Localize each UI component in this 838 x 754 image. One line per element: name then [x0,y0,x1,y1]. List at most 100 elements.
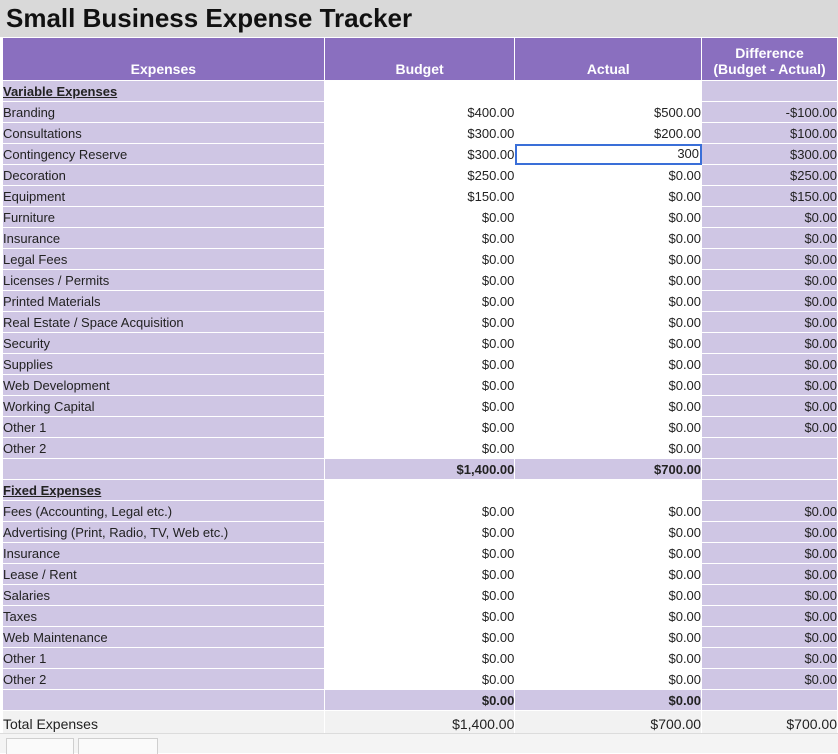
budget-cell[interactable]: $0.00 [323,332,516,354]
difference-cell[interactable]: $0.00 [701,647,838,669]
section-label[interactable]: Variable Expenses [2,80,325,102]
header-actual[interactable]: Actual [514,37,703,81]
difference-cell[interactable]: $0.00 [701,206,838,228]
difference-cell[interactable]: $300.00 [701,143,838,165]
cell[interactable] [2,458,325,480]
budget-cell[interactable]: $300.00 [323,122,516,144]
expense-label-cell[interactable]: Other 1 [2,647,325,669]
expense-label-cell[interactable]: Supplies [2,353,325,375]
actual-cell[interactable]: $0.00 [514,353,703,375]
budget-cell[interactable]: $0.00 [323,605,516,627]
budget-cell[interactable]: $300.00 [323,143,516,165]
budget-cell[interactable]: $0.00 [323,353,516,375]
expense-label-cell[interactable]: Security [2,332,325,354]
actual-cell[interactable]: $0.00 [514,626,703,648]
difference-cell[interactable] [701,437,838,459]
header-expenses[interactable]: Expenses [2,37,325,81]
expense-label-cell[interactable]: Advertising (Print, Radio, TV, Web etc.) [2,521,325,543]
expense-label-cell[interactable]: Branding [2,101,325,123]
expense-label-cell[interactable]: Salaries [2,584,325,606]
total-label-cell[interactable]: Total Expenses [2,710,325,737]
actual-cell[interactable]: $0.00 [514,605,703,627]
difference-cell[interactable]: $0.00 [701,626,838,648]
difference-cell[interactable]: $100.00 [701,122,838,144]
difference-cell[interactable]: $0.00 [701,605,838,627]
budget-cell[interactable]: $0.00 [323,374,516,396]
subtotal-budget-cell[interactable]: $1,400.00 [323,458,516,480]
actual-cell[interactable]: $0.00 [514,647,703,669]
budget-cell[interactable]: $0.00 [323,206,516,228]
budget-cell[interactable]: $0.00 [323,542,516,564]
subtotal-budget-cell[interactable]: $0.00 [323,689,516,711]
actual-cell-editing[interactable]: 300 [514,143,703,165]
cell[interactable] [323,479,516,501]
difference-cell[interactable]: $250.00 [701,164,838,186]
expense-label-cell[interactable]: Consultations [2,122,325,144]
difference-cell[interactable]: $0.00 [701,227,838,249]
header-difference[interactable]: Difference (Budget - Actual) [701,37,838,81]
difference-cell[interactable]: $0.00 [701,248,838,270]
header-budget[interactable]: Budget [323,37,516,81]
total-budget-cell[interactable]: $1,400.00 [323,710,516,737]
expense-label-cell[interactable]: Equipment [2,185,325,207]
actual-cell[interactable]: $0.00 [514,668,703,690]
cell[interactable] [701,689,838,711]
expense-label-cell[interactable]: Decoration [2,164,325,186]
total-difference-cell[interactable]: $700.00 [701,710,838,737]
difference-cell[interactable]: $0.00 [701,395,838,417]
expense-label-cell[interactable]: Web Development [2,374,325,396]
budget-cell[interactable]: $0.00 [323,584,516,606]
actual-cell[interactable]: $0.00 [514,416,703,438]
expense-label-cell[interactable]: Contingency Reserve [2,143,325,165]
cell[interactable] [514,80,703,102]
expense-label-cell[interactable]: Taxes [2,605,325,627]
actual-cell[interactable]: $0.00 [514,269,703,291]
difference-cell[interactable]: $0.00 [701,290,838,312]
actual-cell[interactable]: $0.00 [514,521,703,543]
actual-cell[interactable]: $200.00 [514,122,703,144]
difference-cell[interactable]: $0.00 [701,542,838,564]
budget-cell[interactable]: $0.00 [323,248,516,270]
expense-label-cell[interactable]: Fees (Accounting, Legal etc.) [2,500,325,522]
budget-cell[interactable]: $0.00 [323,416,516,438]
budget-cell[interactable]: $0.00 [323,269,516,291]
expense-label-cell[interactable]: Insurance [2,227,325,249]
expense-label-cell[interactable]: Insurance [2,542,325,564]
budget-cell[interactable]: $250.00 [323,164,516,186]
section-label[interactable]: Fixed Expenses [2,479,325,501]
sheet-tab[interactable] [78,738,158,754]
actual-cell[interactable]: $0.00 [514,206,703,228]
cell[interactable] [701,458,838,480]
difference-cell[interactable]: $0.00 [701,311,838,333]
difference-cell[interactable]: $0.00 [701,563,838,585]
difference-cell[interactable]: $0.00 [701,269,838,291]
budget-cell[interactable]: $0.00 [323,290,516,312]
actual-cell[interactable]: $0.00 [514,185,703,207]
difference-cell[interactable]: $150.00 [701,185,838,207]
expense-label-cell[interactable]: Web Maintenance [2,626,325,648]
difference-cell[interactable]: $0.00 [701,416,838,438]
expense-label-cell[interactable]: Lease / Rent [2,563,325,585]
actual-cell[interactable]: $0.00 [514,290,703,312]
actual-cell[interactable]: $0.00 [514,500,703,522]
sheet-tab[interactable] [6,738,74,754]
budget-cell[interactable]: $0.00 [323,668,516,690]
budget-cell[interactable]: $0.00 [323,500,516,522]
actual-cell[interactable]: $0.00 [514,437,703,459]
expense-label-cell[interactable]: Other 2 [2,437,325,459]
actual-cell-input[interactable]: 300 [677,146,700,162]
difference-cell[interactable]: $0.00 [701,353,838,375]
actual-cell[interactable]: $500.00 [514,101,703,123]
subtotal-actual-cell[interactable]: $700.00 [514,458,703,480]
cell[interactable] [514,479,703,501]
actual-cell[interactable]: $0.00 [514,332,703,354]
difference-cell[interactable]: $0.00 [701,584,838,606]
budget-cell[interactable]: $150.00 [323,185,516,207]
budget-cell[interactable]: $0.00 [323,437,516,459]
difference-cell[interactable]: $0.00 [701,500,838,522]
cell[interactable] [2,689,325,711]
actual-cell[interactable]: $0.00 [514,563,703,585]
expense-label-cell[interactable]: Other 1 [2,416,325,438]
subtotal-actual-cell[interactable]: $0.00 [514,689,703,711]
expense-label-cell[interactable]: Working Capital [2,395,325,417]
